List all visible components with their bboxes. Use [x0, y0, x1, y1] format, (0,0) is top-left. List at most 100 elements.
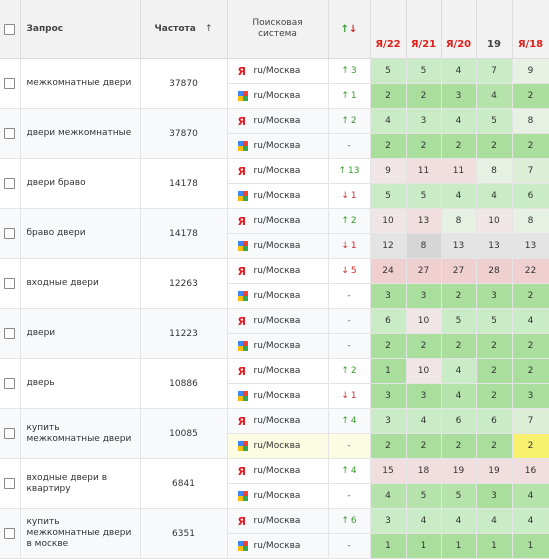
position-cell[interactable]: 2	[512, 133, 549, 159]
position-cell[interactable]: 18	[406, 458, 442, 484]
position-cell[interactable]: 2	[370, 433, 407, 459]
position-cell[interactable]: 4	[441, 383, 477, 409]
position-cell[interactable]: 2	[441, 433, 477, 459]
position-cell[interactable]: 2	[512, 83, 549, 109]
position-cell[interactable]: 6	[441, 408, 477, 434]
column-search-engine[interactable]: Поисковая система	[227, 0, 329, 59]
position-cell[interactable]: 1	[512, 533, 549, 559]
position-cell[interactable]: 24	[370, 258, 407, 284]
position-cell[interactable]: 6	[370, 308, 407, 334]
position-cell[interactable]: 9	[512, 58, 549, 84]
position-cell[interactable]: 7	[512, 408, 549, 434]
position-cell[interactable]: 1	[370, 533, 407, 559]
position-cell[interactable]: 3	[370, 408, 407, 434]
position-cell[interactable]: 5	[476, 308, 513, 334]
position-cell[interactable]: 5	[406, 58, 442, 84]
position-cell[interactable]: 6	[476, 408, 513, 434]
position-cell[interactable]: 6	[512, 183, 549, 209]
position-cell[interactable]: 4	[406, 408, 442, 434]
position-cell[interactable]: 3	[406, 108, 442, 134]
position-cell[interactable]: 13	[406, 208, 442, 234]
position-cell[interactable]: 5	[476, 108, 513, 134]
position-cell[interactable]: 5	[406, 183, 442, 209]
position-cell[interactable]: 2	[512, 333, 549, 359]
position-cell[interactable]: 2	[406, 433, 442, 459]
position-cell[interactable]: 27	[441, 258, 477, 284]
column-date-1[interactable]: Я/21	[406, 0, 442, 59]
position-cell[interactable]: 5	[406, 483, 442, 509]
position-cell[interactable]: 2	[441, 283, 477, 309]
position-cell[interactable]: 4	[512, 508, 549, 534]
position-cell[interactable]: 1	[406, 533, 442, 559]
column-date-0[interactable]: Я/22	[370, 0, 407, 59]
position-cell[interactable]: 4	[476, 183, 513, 209]
position-cell[interactable]: 28	[476, 258, 513, 284]
position-cell[interactable]: 2	[476, 333, 513, 359]
position-cell[interactable]: 7	[476, 58, 513, 84]
row-checkbox[interactable]	[4, 128, 16, 139]
position-cell[interactable]: 5	[441, 308, 477, 334]
position-cell[interactable]: 2	[370, 333, 407, 359]
position-cell[interactable]: 4	[370, 483, 407, 509]
position-cell[interactable]: 4	[441, 358, 477, 384]
position-cell[interactable]: 7	[512, 158, 549, 184]
position-cell[interactable]: 8	[476, 158, 513, 184]
position-cell[interactable]: 11	[406, 158, 442, 184]
position-cell[interactable]: 2	[512, 283, 549, 309]
position-cell[interactable]: 22	[512, 258, 549, 284]
position-cell[interactable]: 5	[370, 58, 407, 84]
position-cell[interactable]: 4	[441, 508, 477, 534]
position-cell[interactable]: 4	[406, 508, 442, 534]
column-date-3[interactable]: 19	[476, 0, 513, 59]
row-checkbox[interactable]	[4, 278, 16, 289]
position-cell[interactable]: 5	[370, 183, 407, 209]
position-cell[interactable]: 11	[441, 158, 477, 184]
position-cell[interactable]: 2	[406, 83, 442, 109]
position-cell[interactable]: 3	[406, 283, 442, 309]
position-cell[interactable]: 1	[370, 358, 407, 384]
position-cell[interactable]: 8	[512, 208, 549, 234]
position-cell[interactable]: 19	[441, 458, 477, 484]
position-cell[interactable]: 2	[406, 333, 442, 359]
sort-arrow-icon[interactable]: ↑	[204, 24, 213, 34]
position-cell[interactable]: 3	[512, 383, 549, 409]
column-date-2[interactable]: Я/20	[441, 0, 477, 59]
row-checkbox[interactable]	[4, 378, 16, 389]
position-cell[interactable]: 4	[476, 83, 513, 109]
row-checkbox[interactable]	[4, 228, 16, 239]
position-cell[interactable]: 3	[406, 383, 442, 409]
row-checkbox[interactable]	[4, 528, 16, 539]
position-cell[interactable]: 3	[370, 283, 407, 309]
position-cell[interactable]: 2	[476, 133, 513, 159]
column-change[interactable]: ↑↓	[328, 0, 371, 59]
position-cell[interactable]: 5	[441, 483, 477, 509]
position-cell[interactable]: 2	[476, 383, 513, 409]
column-query[interactable]: Запрос	[20, 0, 141, 59]
position-cell[interactable]: 3	[370, 508, 407, 534]
position-cell[interactable]: 8	[406, 233, 442, 259]
position-cell[interactable]: 10	[370, 208, 407, 234]
column-frequency[interactable]: Частота ↑	[140, 0, 228, 59]
row-checkbox[interactable]	[4, 478, 16, 489]
position-cell[interactable]: 3	[370, 383, 407, 409]
row-checkbox[interactable]	[4, 178, 16, 189]
position-cell[interactable]: 19	[476, 458, 513, 484]
position-cell[interactable]: 2	[406, 133, 442, 159]
position-cell[interactable]: 2	[441, 333, 477, 359]
position-cell[interactable]: 16	[512, 458, 549, 484]
position-cell[interactable]: 2	[370, 83, 407, 109]
position-cell[interactable]: 13	[476, 233, 513, 259]
select-all-checkbox[interactable]	[4, 23, 16, 35]
row-checkbox[interactable]	[4, 428, 16, 439]
position-cell[interactable]: 10	[406, 358, 442, 384]
row-checkbox[interactable]	[4, 328, 16, 339]
position-cell[interactable]: 10	[406, 308, 442, 334]
position-cell[interactable]: 27	[406, 258, 442, 284]
position-cell[interactable]: 10	[476, 208, 513, 234]
position-cell[interactable]: 9	[370, 158, 407, 184]
position-cell[interactable]: 4	[512, 483, 549, 509]
position-cell[interactable]: 1	[441, 533, 477, 559]
position-cell[interactable]: 8	[512, 108, 549, 134]
position-cell[interactable]: 3	[476, 283, 513, 309]
position-cell[interactable]: 13	[441, 233, 477, 259]
